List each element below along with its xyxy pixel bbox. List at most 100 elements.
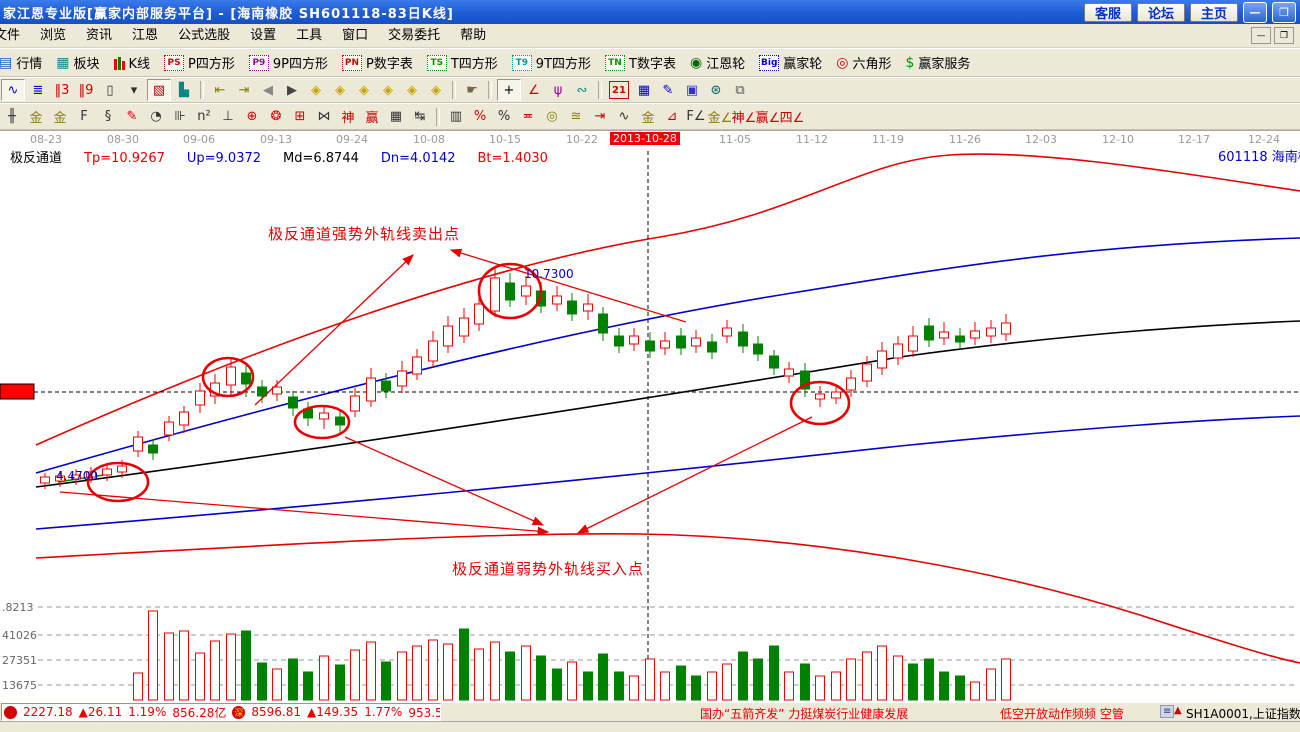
next-bar-icon[interactable]: ▶ xyxy=(287,82,297,98)
shen-angle-icon[interactable]: 神∠ xyxy=(731,111,757,126)
menu-item-7[interactable]: 窗口 xyxy=(342,27,369,43)
news-ticker-2[interactable]: 低空开放动作频频 空管 xyxy=(1000,707,1124,721)
toolbar-hexagon-button[interactable]: ◎ 六角形 xyxy=(829,52,898,73)
date-label: 11-05 xyxy=(719,133,751,146)
chart-svg[interactable] xyxy=(0,131,1300,702)
menu-item-0[interactable]: 文件 xyxy=(0,27,21,43)
menu-item-9[interactable]: 帮助 xyxy=(460,27,487,43)
compress-icon[interactable]: ◈ xyxy=(383,82,393,98)
expand-icon[interactable]: ◈ xyxy=(359,82,369,98)
news-ticker-1[interactable]: 国办“五箭齐发” 力挺煤炭行业健康发展 xyxy=(700,707,909,721)
home-button[interactable]: 主页 xyxy=(1189,3,1238,22)
gann-fan-icon[interactable]: ψ xyxy=(553,82,563,98)
customer-service-button[interactable]: 客服 xyxy=(1083,3,1132,22)
bars9-icon[interactable]: ‖9 xyxy=(78,82,94,98)
crosshair-icon[interactable]: + xyxy=(497,79,521,101)
chart-canvas[interactable]: 08-23 08-30 09-06 09-13 09-24 10-08 10-15 10-22… xyxy=(0,130,1300,702)
menu-item-2[interactable]: 资讯 xyxy=(86,27,113,43)
breakout-tool-icon[interactable]: ⇥ xyxy=(594,109,606,124)
menu-item-1[interactable]: 浏览 xyxy=(40,27,67,43)
circle-cross-icon[interactable]: ⊕ xyxy=(246,109,258,124)
j-angle-icon[interactable]: ⊿ xyxy=(666,109,678,124)
volume-bar xyxy=(583,671,593,701)
restore-button[interactable]: ❐ xyxy=(1272,2,1296,23)
wave-tool-icon[interactable]: ∾ xyxy=(576,82,588,98)
menu-item-8[interactable]: 交易委托 xyxy=(388,27,441,43)
pattern-tool-icon[interactable]: ⋈ xyxy=(317,109,331,124)
numbered-grid-icon[interactable]: ▦ xyxy=(389,109,403,124)
gold-division1-icon[interactable]: 金 xyxy=(29,111,43,126)
toolbar-winner-wheel-button[interactable]: Big 赢家轮 xyxy=(752,52,829,73)
spiral-tool-icon[interactable]: § xyxy=(104,109,112,124)
wave-band-icon[interactable]: ∿ xyxy=(618,109,630,124)
calculator-icon[interactable]: ▦ xyxy=(637,82,651,98)
grid-square-icon[interactable]: ⊞ xyxy=(294,109,306,124)
list-icon[interactable]: ≡ xyxy=(1160,705,1175,718)
prev-bar-icon[interactable]: ◀ xyxy=(263,82,273,98)
gann-grid-tool-icon[interactable]: ╫ xyxy=(8,109,16,124)
ying-tool-icon[interactable]: 赢 xyxy=(365,111,379,126)
toolbar-winner-service-button[interactable]: $ 赢家服务 xyxy=(898,52,977,73)
gold-division2-icon[interactable]: 金 xyxy=(53,111,67,126)
toolbar-kline-button[interactable]: K线 xyxy=(107,52,158,73)
fibonacci-tool-icon[interactable]: F xyxy=(80,109,88,124)
gold-band-icon[interactable]: ≊ xyxy=(570,109,582,124)
zoom-in-icon[interactable]: ◈ xyxy=(431,82,441,98)
minimize-button[interactable]: — xyxy=(1243,2,1267,23)
gold-angle-icon[interactable]: 金∠ xyxy=(707,111,733,126)
gold-level-icon[interactable]: 金 xyxy=(641,111,655,126)
print-icon[interactable]: ⧉ xyxy=(735,82,745,98)
first-bar-icon[interactable]: ⇤ xyxy=(214,82,226,98)
si-angle-icon[interactable]: 四∠ xyxy=(779,111,805,126)
shift-left-icon[interactable]: ◈ xyxy=(311,82,321,98)
percent-line-icon[interactable]: % xyxy=(473,109,487,124)
zoom-out-icon[interactable]: ◈ xyxy=(407,82,417,98)
toolbar-p-square-button[interactable]: PS P四方形 xyxy=(157,52,242,73)
bars3-icon[interactable]: ‖3 xyxy=(54,82,70,98)
percent-level-icon[interactable]: ≖ xyxy=(522,109,534,124)
calendar-icon[interactable]: 21 xyxy=(609,81,629,99)
color-histogram-icon[interactable]: ▙ xyxy=(179,82,189,98)
radiation-tool-icon[interactable]: ❂ xyxy=(270,109,282,124)
toolbar-gann-wheel-button[interactable]: ◉ 江恩轮 xyxy=(683,52,752,73)
toolbar-p-table-button[interactable]: PN P数字表 xyxy=(335,52,420,73)
toolbar-t-table-button[interactable]: TN T数字表 xyxy=(598,52,683,73)
pattern-frame-icon[interactable]: ▧ xyxy=(147,79,171,101)
drag-hand-icon[interactable]: ☛ xyxy=(466,82,478,98)
web-export-icon[interactable]: ⊛ xyxy=(710,82,722,98)
mirror-tool-icon[interactable]: ⊥ xyxy=(222,109,234,124)
f-angle-icon[interactable]: F∠ xyxy=(686,109,706,124)
depth-bars-icon[interactable]: ▥ xyxy=(449,109,463,124)
candle-style-dropdown-icon[interactable]: ▾ xyxy=(130,82,138,98)
square-of-nine-icon[interactable]: n² xyxy=(197,109,211,124)
zigzag-icon[interactable]: ∿ xyxy=(1,79,25,101)
shift-right-icon[interactable]: ◈ xyxy=(335,82,345,98)
candle-style-icon[interactable]: ▯ xyxy=(106,82,114,98)
candle-body xyxy=(179,411,189,426)
menu-item-5[interactable]: 设置 xyxy=(250,27,277,43)
forum-button[interactable]: 论坛 xyxy=(1136,3,1185,22)
marker-pen-icon[interactable]: ✎ xyxy=(126,109,138,124)
child-restore-button[interactable]: ❐ xyxy=(1274,27,1294,44)
angle-tool-icon[interactable]: ∠ xyxy=(528,82,540,98)
toolbar-t-square-button[interactable]: TS T四方形 xyxy=(420,52,505,73)
percent-icon[interactable]: % xyxy=(497,109,511,124)
span-measure-icon[interactable]: ↹ xyxy=(414,109,426,124)
ying-angle-icon[interactable]: 赢∠ xyxy=(755,111,781,126)
time-cycle-icon[interactable]: ◔ xyxy=(150,109,162,124)
info-list-icon[interactable]: ≣ xyxy=(32,82,44,98)
toolbar-market-quotes-button[interactable]: ▤ 行情 xyxy=(0,52,49,73)
toolbar-9t-square-button[interactable]: T9 9T四方形 xyxy=(505,52,598,73)
menu-item-3[interactable]: 江恩 xyxy=(132,27,159,43)
child-minimize-button[interactable]: — xyxy=(1251,27,1271,44)
last-bar-icon[interactable]: ⇥ xyxy=(238,82,250,98)
menu-item-4[interactable]: 公式选股 xyxy=(178,27,231,43)
memo-icon[interactable]: ✎ xyxy=(662,82,674,98)
menu-item-6[interactable]: 工具 xyxy=(296,27,323,43)
shen-tool-icon[interactable]: 神 xyxy=(341,111,355,126)
comb-tool-icon[interactable]: ⊪ xyxy=(174,109,186,124)
toolbar-sectors-button[interactable]: ▦ 板块 xyxy=(49,52,106,73)
save-icon[interactable]: ▣ xyxy=(685,82,699,98)
toolbar-9p-square-button[interactable]: P9 9P四方形 xyxy=(242,52,335,73)
gold-circle-icon[interactable]: ◎ xyxy=(546,109,558,124)
